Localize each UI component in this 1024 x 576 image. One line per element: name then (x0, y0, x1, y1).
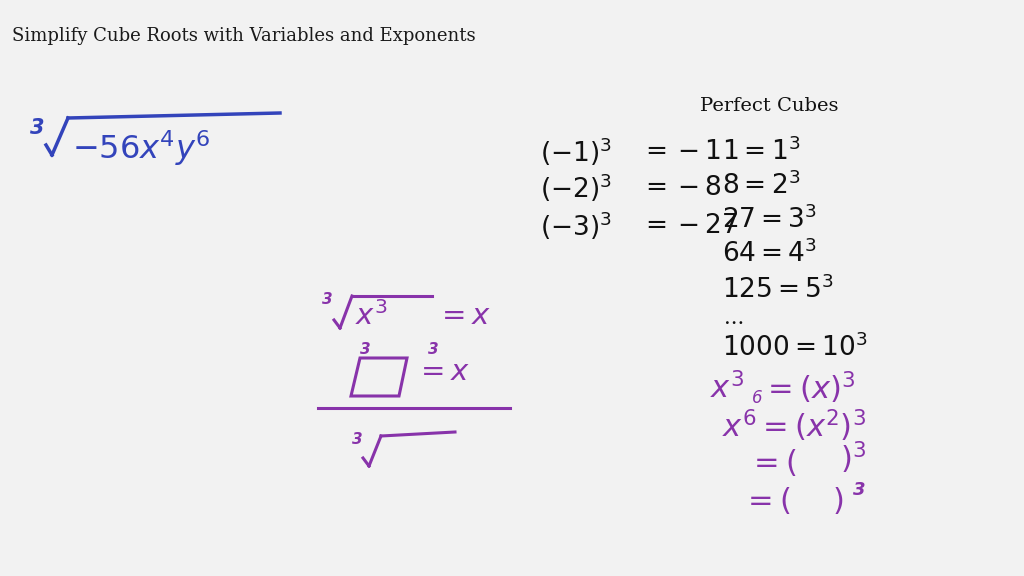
Text: $x^3$: $x^3$ (710, 372, 744, 404)
Text: $64 = 4^3$: $64 = 4^3$ (722, 240, 817, 268)
Text: 3: 3 (428, 343, 438, 358)
Text: ...: ... (724, 309, 744, 328)
Text: 3: 3 (352, 433, 362, 448)
Text: Simplify Cube Roots with Variables and Exponents: Simplify Cube Roots with Variables and E… (12, 27, 475, 45)
Text: $)$: $)$ (831, 484, 844, 516)
Text: $125 = 5^3$: $125 = 5^3$ (722, 276, 834, 304)
Text: 3: 3 (322, 293, 333, 308)
Text: $= (x)^3$: $= (x)^3$ (762, 370, 855, 406)
Text: 6: 6 (752, 389, 763, 407)
Text: $= x$: $= x$ (415, 358, 470, 386)
Text: 3: 3 (30, 118, 44, 138)
Text: $x^6 = (x^2)^3$: $x^6 = (x^2)^3$ (722, 408, 866, 444)
Text: $(-3)^3$: $(-3)^3$ (540, 210, 612, 242)
Text: Perfect Cubes: Perfect Cubes (700, 97, 839, 115)
Text: $= -1$: $= -1$ (640, 139, 721, 165)
Text: $8 = 2^3$: $8 = 2^3$ (722, 172, 801, 200)
Text: $-56x^4y^6$: $-56x^4y^6$ (72, 128, 210, 168)
Text: $1 = 1^3$: $1 = 1^3$ (722, 138, 801, 166)
Text: $= -27$: $= -27$ (640, 213, 738, 239)
Text: 3: 3 (853, 481, 865, 499)
Text: $1000 = 10^3$: $1000 = 10^3$ (722, 334, 867, 362)
Text: $27 = 3^3$: $27 = 3^3$ (722, 206, 817, 234)
Text: 3: 3 (360, 343, 371, 358)
Text: $x^3$: $x^3$ (355, 301, 388, 331)
Text: $= -8$: $= -8$ (640, 175, 722, 201)
Text: $)^3$: $)^3$ (840, 439, 866, 476)
Text: $(-1)^3$: $(-1)^3$ (540, 136, 612, 168)
Text: $= x$: $= x$ (436, 302, 492, 330)
Text: $(-2)^3$: $(-2)^3$ (540, 172, 612, 204)
Text: $= ($: $= ($ (748, 448, 797, 479)
Text: $=($: $=($ (742, 484, 791, 516)
